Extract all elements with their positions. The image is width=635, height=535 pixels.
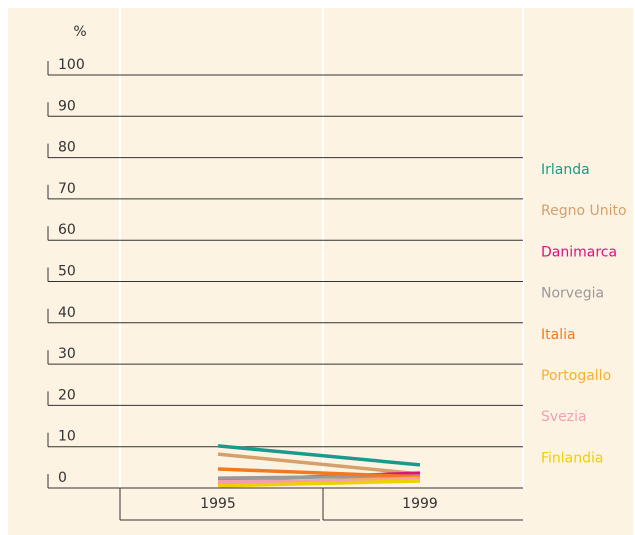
legend-entry: Finlandia <box>541 450 604 466</box>
y-tick-label: 40 <box>58 305 76 321</box>
x-tick-label: 1995 <box>200 496 236 512</box>
y-tick-label: 100 <box>58 57 85 73</box>
line <box>217 467 421 479</box>
y-axis-label: % <box>73 24 86 40</box>
legend-entry: Danimarca <box>541 244 617 260</box>
y-tick-label: 70 <box>58 181 76 197</box>
x-tick-label: 1999 <box>402 496 438 512</box>
y-tick-label: 30 <box>58 346 76 362</box>
legend-entry: Norvegia <box>541 286 604 302</box>
y-tick-label: 60 <box>58 222 76 238</box>
line <box>217 452 421 476</box>
y-tick-label: 50 <box>58 264 76 280</box>
y-tick-label: 10 <box>58 429 76 445</box>
legend-entry: Italia <box>541 327 576 343</box>
line <box>217 444 421 467</box>
legend-entry: Irlanda <box>541 162 590 178</box>
y-tick-label: 0 <box>58 470 67 486</box>
y-tick-label: 20 <box>58 387 76 403</box>
line <box>217 479 421 488</box>
legend-entry: Regno Unito <box>541 203 627 219</box>
legend-entry: Svezia <box>541 409 587 425</box>
legend-entry: Portogallo <box>541 368 611 384</box>
y-tick-label: 90 <box>58 98 76 114</box>
y-tick-label: 80 <box>58 140 76 156</box>
